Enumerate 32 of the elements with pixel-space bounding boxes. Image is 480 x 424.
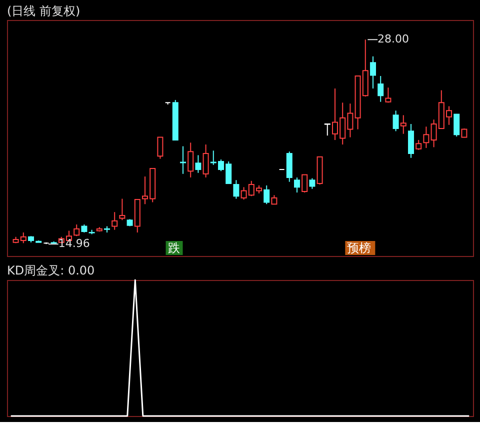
candlestick <box>74 224 80 237</box>
candlestick <box>378 75 384 102</box>
candlestick <box>324 123 330 136</box>
candlestick <box>188 142 194 178</box>
candlestick <box>370 56 376 90</box>
candlestick <box>400 114 406 134</box>
annotation: 跌 <box>168 241 180 255</box>
candlestick <box>385 87 392 104</box>
candlestick <box>271 194 278 205</box>
candlestick <box>294 176 300 193</box>
candlestick <box>423 126 430 148</box>
annotation: 14.96 <box>58 237 90 250</box>
candlestick <box>286 151 292 182</box>
annotation: 28.00 <box>378 32 410 46</box>
candlestick <box>233 180 240 200</box>
candlestick <box>195 154 202 174</box>
candlestick <box>416 139 422 150</box>
candlestick <box>461 128 468 138</box>
candlestick <box>264 184 270 205</box>
candlestick <box>392 110 399 132</box>
candlestick <box>180 146 186 174</box>
candlestick <box>157 136 164 160</box>
candlestick <box>112 212 118 230</box>
chart-title: (日线 前复权) <box>7 4 80 18</box>
candlestick <box>454 113 460 138</box>
candlestick <box>119 198 126 221</box>
annotation: 预榜 <box>347 241 372 255</box>
chart-title: KD周金叉: 0.00 <box>7 263 95 278</box>
candlestick <box>408 123 414 158</box>
candlestick <box>302 174 308 193</box>
candlestick <box>202 144 209 178</box>
candlestick <box>309 178 316 190</box>
